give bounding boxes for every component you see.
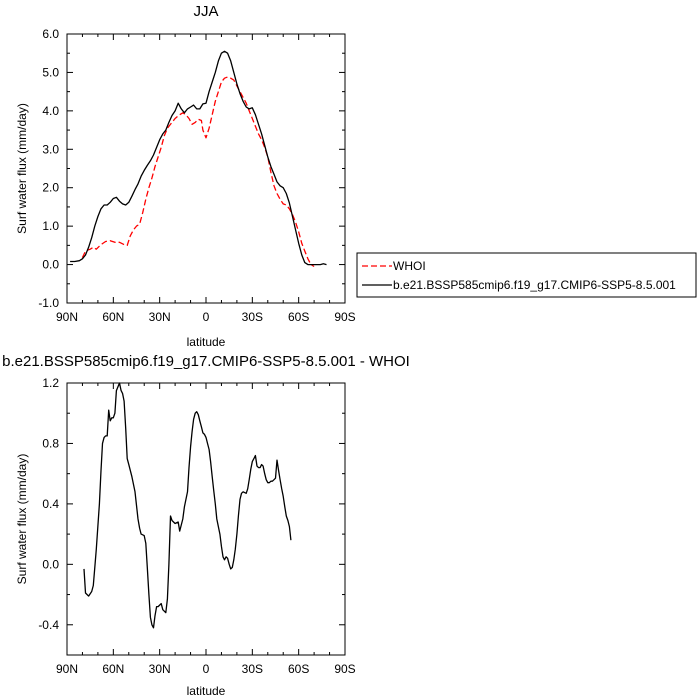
y-tick-label: -1.0 <box>38 296 59 310</box>
chart-title: b.e21.BSSP585cmip6.f19_g17.CMIP6-SSP5-8.… <box>2 353 410 370</box>
legend-box <box>356 252 697 298</box>
chart-2 <box>66 382 346 656</box>
plot-frame <box>66 382 346 656</box>
x-tick-label: 30S <box>242 310 263 324</box>
y-tick-label: 0.0 <box>42 258 59 272</box>
y-tick-label: 0.0 <box>42 557 59 571</box>
series-line-2 <box>70 50 327 266</box>
y-axis-label: Surf water flux (mm/day) <box>15 454 29 585</box>
x-tick-label: 90N <box>56 662 78 676</box>
x-tick-label: 0 <box>203 662 210 676</box>
x-tick-label: 60N <box>102 662 124 676</box>
x-tick-label: 90S <box>334 662 355 676</box>
y-tick-label: 0.4 <box>42 497 59 511</box>
series-line-1 <box>83 382 292 629</box>
x-tick-label: 30S <box>242 662 263 676</box>
x-tick-label: 60N <box>102 310 124 324</box>
x-tick-label: 60S <box>288 662 309 676</box>
x-axis-label: latitude <box>187 335 226 349</box>
chart-title: JJA <box>193 3 218 20</box>
y-tick-label: 3.0 <box>42 142 59 156</box>
chart-1 <box>66 33 697 304</box>
x-tick-label: 60S <box>288 310 309 324</box>
x-tick-label: 0 <box>203 310 210 324</box>
y-tick-label: 1.0 <box>42 219 59 233</box>
y-tick-label: 5.0 <box>42 65 59 79</box>
y-tick-label: 1.2 <box>42 376 59 390</box>
x-tick-label: 90S <box>334 310 355 324</box>
y-tick-label: -0.4 <box>38 618 59 632</box>
plot-frame <box>66 33 346 304</box>
y-axis-label: Surf water flux (mm/day) <box>15 103 29 234</box>
x-tick-label: 90N <box>56 310 78 324</box>
series-line-1 <box>81 76 315 268</box>
y-tick-label: 2.0 <box>42 181 59 195</box>
x-tick-label: 30N <box>149 662 171 676</box>
legend <box>356 252 697 298</box>
x-tick-label: 30N <box>149 310 171 324</box>
legend-label: b.e21.BSSP585cmip6.f19_g17.CMIP6-SSP5-8.… <box>393 278 676 292</box>
y-tick-label: 4.0 <box>42 104 59 118</box>
legend-label: WHOI <box>393 259 426 273</box>
y-tick-label: 0.8 <box>42 436 59 450</box>
x-axis-label: latitude <box>187 684 226 698</box>
y-tick-label: 6.0 <box>42 27 59 41</box>
